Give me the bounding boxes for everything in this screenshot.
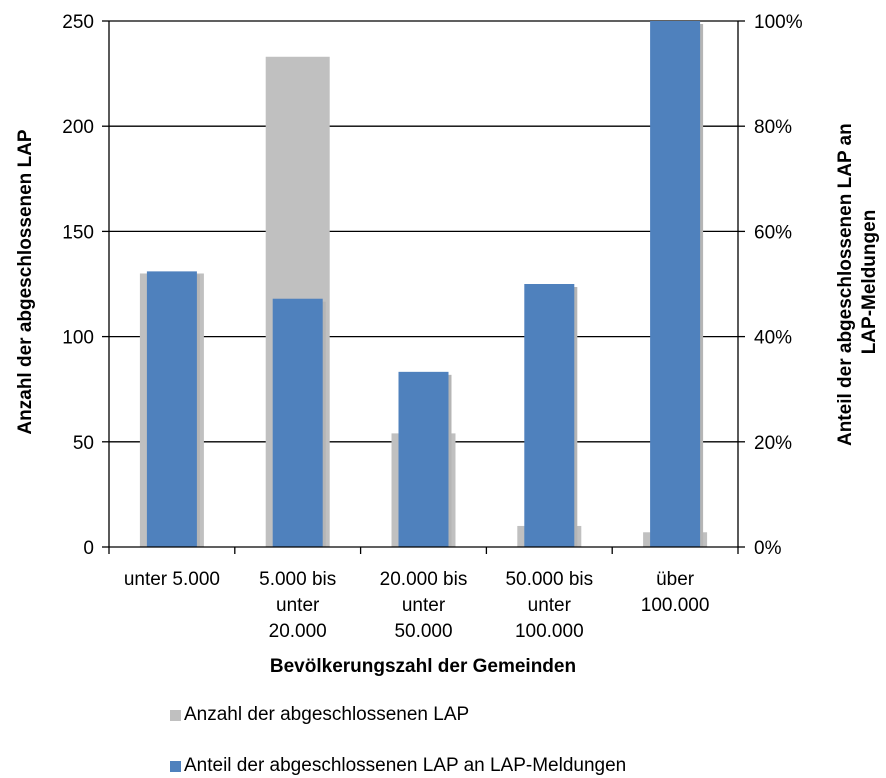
y2-axis-title-line-2: LAP-Meldungen [859,210,880,355]
x-tick-label-line: unter [402,595,446,616]
axes [108,21,739,548]
y-axis-title: Anzahl der abgeschlossenen LAP [15,129,36,434]
bar-anteil [146,271,197,547]
bar-anteil [524,284,575,547]
x-tick-label-line: 100.000 [515,621,584,642]
x-tick-label-line: 100.000 [641,595,710,616]
x-tick-label-line: 20.000 bis [380,569,468,590]
legend-item-anteil: Anteil der abgeschlossenen LAP an LAP-Me… [170,755,626,777]
y-tick-label: 0 [83,538,94,559]
y-tick-label: 150 [62,222,94,243]
y-tick-label: 250 [62,12,94,33]
left-axis-ticks: 0 50 100 150 200 250 [62,12,109,559]
bar-anteil [650,21,701,547]
x-tick-label-line: über [656,569,695,590]
x-tick-label-line: 20.000 [269,621,327,642]
y2-axis-title: Anteil der abgeschlossenen LAP an LAP-Me… [835,118,880,446]
x-tick-label: unter 5.000 [124,569,220,590]
x-tick-label: 20.000 bis unter 50.000 [380,569,468,642]
y2-tick-label: 60% [754,222,792,243]
x-tick-label-line: 5.000 bis [259,569,336,590]
x-tick-label: 5.000 bis unter 20.000 [259,569,336,642]
bar-anteil [272,298,323,547]
legend-label-anteil: Anteil der abgeschlossenen LAP an LAP-Me… [184,755,627,776]
y-tick-label: 50 [73,433,94,454]
combo-bar-chart: 0 50 100 150 200 250 0% 20% 40% 60% 80% 100% unter… [15,12,880,677]
y-tick-label: 200 [62,117,94,138]
x-tick-label-line: 50.000 bis [505,569,593,590]
x-tick-label-line: unter 5.000 [124,569,220,590]
y2-tick-label: 100% [754,12,803,33]
x-tick-label: über 100.000 [641,569,710,616]
y2-tick-label: 80% [754,117,792,138]
legend-label-anzahl: Anzahl der abgeschlossenen LAP [184,704,470,725]
x-tick-label-line: unter [528,595,572,616]
right-axis-ticks: 0% 20% 40% 60% 80% 100% [738,12,803,559]
y2-axis-title-line-1: Anteil der abgeschlossenen LAP an [835,123,856,446]
legend-swatch-blue [170,760,181,772]
x-tick-label-line: 50.000 [394,621,452,642]
x-tick-label: 50.000 bis unter 100.000 [505,569,593,642]
y2-tick-label: 40% [754,328,792,349]
x-axis-title: Bevölkerungszahl der Gemeinden [270,656,576,677]
y2-tick-label: 0% [754,538,782,559]
x-axis-ticks: unter 5.000 5.000 bis unter 20.000 20.000 bi… [108,547,739,642]
series-anteil [146,21,704,547]
bar-anteil [398,371,449,547]
legend-item-anzahl: Anzahl der abgeschlossenen LAP [170,704,469,726]
y2-tick-label: 20% [754,433,792,454]
y-tick-label: 100 [62,328,94,349]
gridlines [109,20,738,443]
legend-swatch-gray [170,709,181,721]
x-tick-label-line: unter [276,595,320,616]
